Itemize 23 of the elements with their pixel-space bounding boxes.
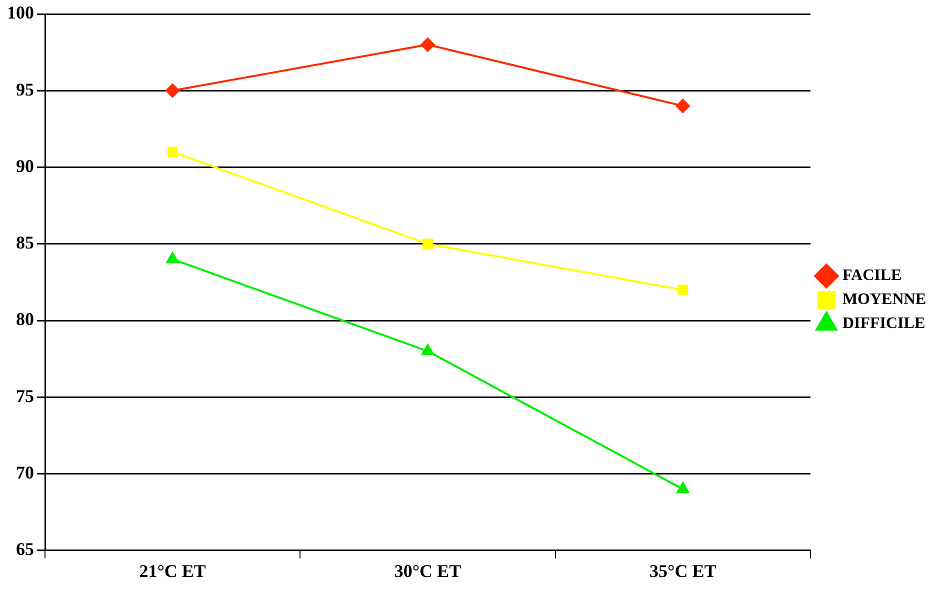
- y-tick-label: 90: [16, 156, 34, 176]
- y-tick-label: 85: [16, 232, 34, 253]
- y-tick-label: 75: [16, 386, 34, 406]
- y-tick-label: 80: [16, 309, 34, 330]
- point: [422, 238, 433, 250]
- point: [422, 344, 434, 356]
- x-tick-label: 35°C ET: [650, 560, 716, 581]
- point: [678, 284, 688, 296]
- point: [420, 38, 435, 52]
- point: [676, 482, 690, 494]
- legend-label: DIFFICILE: [842, 315, 926, 332]
- x-tick-label: 30°C ET: [394, 560, 462, 581]
- point: [166, 84, 180, 98]
- y-tick-label: 95: [16, 79, 34, 100]
- y-tick-label: 100: [7, 2, 34, 23]
- point: [167, 146, 178, 158]
- y-tick-label: 65: [16, 539, 34, 560]
- point: [676, 98, 690, 113]
- x-tick-label: 21°C ET: [139, 560, 206, 581]
- legend-label: FACILE: [842, 267, 902, 284]
- legend-label: MOYENNE: [842, 291, 926, 308]
- y-tick-label: 70: [16, 462, 34, 482]
- point: [166, 252, 179, 264]
